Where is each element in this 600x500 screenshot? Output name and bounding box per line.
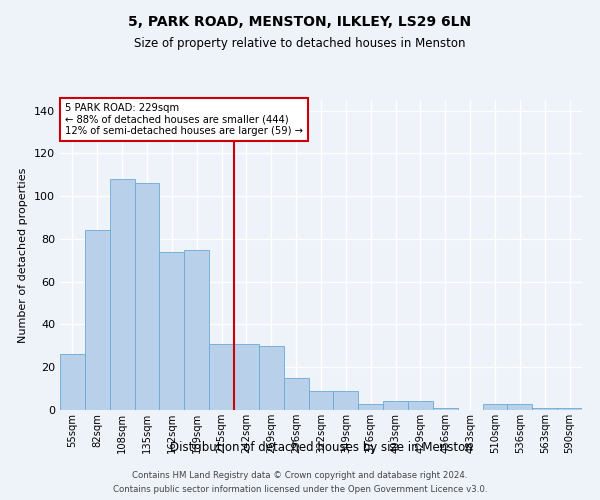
Bar — [482, 404, 508, 410]
Bar — [508, 404, 532, 410]
Bar — [234, 344, 259, 410]
Bar — [284, 378, 308, 410]
Bar — [408, 402, 433, 410]
Text: 5, PARK ROAD, MENSTON, ILKLEY, LS29 6LN: 5, PARK ROAD, MENSTON, ILKLEY, LS29 6LN — [128, 15, 472, 29]
Bar — [60, 354, 85, 410]
Bar — [259, 346, 284, 410]
Bar — [383, 402, 408, 410]
Bar — [110, 179, 134, 410]
Text: Size of property relative to detached houses in Menston: Size of property relative to detached ho… — [134, 38, 466, 51]
Bar — [308, 391, 334, 410]
Bar — [85, 230, 110, 410]
Bar — [160, 252, 184, 410]
Text: Contains public sector information licensed under the Open Government Licence v3: Contains public sector information licen… — [113, 484, 487, 494]
Text: 5 PARK ROAD: 229sqm
← 88% of detached houses are smaller (444)
12% of semi-detac: 5 PARK ROAD: 229sqm ← 88% of detached ho… — [65, 103, 303, 136]
Bar — [557, 408, 582, 410]
Text: Distribution of detached houses by size in Menston: Distribution of detached houses by size … — [170, 441, 472, 454]
Bar — [134, 184, 160, 410]
Text: Contains HM Land Registry data © Crown copyright and database right 2024.: Contains HM Land Registry data © Crown c… — [132, 472, 468, 480]
Bar — [334, 391, 358, 410]
Bar — [209, 344, 234, 410]
Y-axis label: Number of detached properties: Number of detached properties — [19, 168, 28, 342]
Bar — [532, 408, 557, 410]
Bar — [433, 408, 458, 410]
Bar — [184, 250, 209, 410]
Bar — [358, 404, 383, 410]
